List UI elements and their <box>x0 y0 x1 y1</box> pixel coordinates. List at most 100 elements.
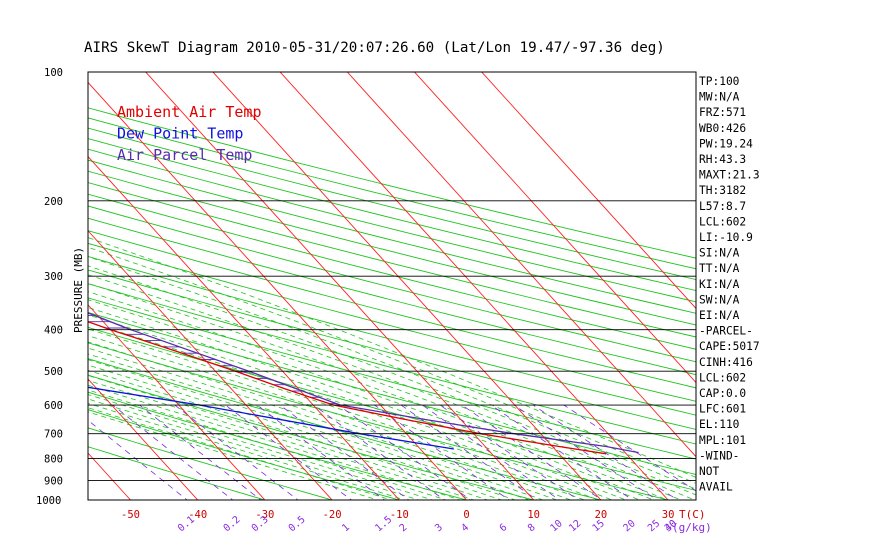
chart-title: AIRS SkewT Diagram 2010-05-31/20:07:26.6… <box>84 40 665 56</box>
index-entry: TT:N/A <box>699 262 740 275</box>
mixing-ratio-line <box>88 419 188 500</box>
mixing-ratio-line <box>112 404 234 500</box>
dry-adiabat <box>88 358 602 500</box>
dry-adiabat <box>88 427 333 500</box>
legend-entry: Ambient Air Temp <box>117 103 262 121</box>
mixing-ratio-line <box>532 404 679 500</box>
pressure-tick-label: 500 <box>44 366 63 378</box>
temp-tick-label: 20 <box>595 509 608 521</box>
temp-tick-label: 0 <box>463 509 469 521</box>
temp-tick-label: -10 <box>390 509 409 521</box>
dry-adiabat <box>88 311 696 475</box>
pressure-tick-label: 800 <box>44 454 63 466</box>
mixing-ratio-tick-label: 25 <box>646 518 662 534</box>
isotherm <box>88 230 333 500</box>
dry-adiabat <box>88 182 696 338</box>
index-entry: LCL:602 <box>699 371 746 384</box>
isotherm <box>88 304 266 500</box>
moist-adiabat <box>88 353 545 500</box>
index-entry: FRZ:571 <box>699 106 746 119</box>
moist-adiabat <box>88 237 696 478</box>
isotherm <box>481 72 696 310</box>
mixing-ratio-line <box>513 404 658 500</box>
pressure-tick-label: 900 <box>44 475 63 487</box>
mixing-ratio-tick-label: 0.2 <box>222 514 243 534</box>
index-entry: WB0:426 <box>699 122 746 135</box>
moist-adiabat <box>88 282 682 500</box>
dry-adiabat <box>88 138 696 292</box>
index-entry: L57:8.7 <box>699 200 746 213</box>
pressure-tick-label: 1000 <box>36 495 61 507</box>
dry-adiabat <box>88 297 696 460</box>
pressure-tick-label: 300 <box>44 271 63 283</box>
dry-adiabat <box>88 170 696 326</box>
moist-adiabat <box>88 335 586 500</box>
index-entry: TH:3182 <box>699 184 746 197</box>
dry-adiabat <box>88 255 696 416</box>
temp-tick-label: -40 <box>188 509 207 521</box>
moist-adiabat <box>88 364 517 500</box>
pressure-tick-label: 700 <box>44 429 63 441</box>
isotherm <box>88 155 400 500</box>
mixing-ratio-tick-label: 8 <box>526 522 538 534</box>
parcel-profile <box>88 312 639 454</box>
dry-adiabat <box>88 446 266 500</box>
moist-adiabat <box>88 380 476 500</box>
index-entry: MW:N/A <box>699 91 740 104</box>
isotherm <box>0 62 72 509</box>
moist-adiabat <box>88 256 696 490</box>
moist-adiabat <box>88 347 559 500</box>
moist-adiabat <box>88 402 407 500</box>
mixing-ratio-tick-label: 6 <box>498 522 510 534</box>
pressure-tick-label: 200 <box>44 196 63 208</box>
moist-adiabat <box>88 389 448 500</box>
isotherm <box>212 72 602 500</box>
temp-tick-label: 10 <box>527 509 540 521</box>
temp-tick-label: -50 <box>121 509 140 521</box>
moist-adiabat <box>88 375 489 500</box>
chart-legend: Ambient Air Temp Dew Point Temp Air Parcel… <box>117 103 262 164</box>
moist-adiabat <box>88 274 696 500</box>
moist-adiabat <box>88 359 531 500</box>
dry-adiabat <box>88 107 696 259</box>
index-entry: TP:100 <box>699 75 740 88</box>
dewpoint-profile <box>88 386 455 450</box>
dry-adiabat <box>88 242 696 402</box>
index-entry: LCL:602 <box>699 215 746 228</box>
mixing-ratio-line <box>313 404 446 500</box>
isotherm <box>88 81 468 500</box>
mixing-ratio-line <box>338 404 472 500</box>
dry-adiabat <box>88 193 696 350</box>
index-entry: CAPE:5017 <box>699 340 760 353</box>
index-entry: MAXT:21.3 <box>699 169 760 182</box>
index-entry: MPL:101 <box>699 434 746 447</box>
moist-adiabat <box>88 384 462 500</box>
mixing-ratio-unit-label: (g/kg) <box>672 521 712 534</box>
isotherm <box>413 72 696 384</box>
moist-adiabat <box>88 394 434 500</box>
dry-adiabat <box>88 230 696 389</box>
index-entry: -WIND- <box>699 449 739 462</box>
index-entry: PW:19.24 <box>699 137 753 150</box>
index-entry: SI:N/A <box>699 247 740 260</box>
mixing-ratio-tick-label: 0.5 <box>287 514 308 534</box>
index-entry: CINH:416 <box>699 356 753 369</box>
dry-adiabat <box>88 117 696 270</box>
moist-adiabat <box>88 407 393 500</box>
moist-adiabat <box>88 291 669 500</box>
moist-adiabat <box>88 328 600 500</box>
mixing-ratio-line <box>256 404 386 500</box>
mixing-ratio-tick-label: 20 <box>621 518 637 534</box>
index-entry: AVAIL <box>699 481 733 494</box>
index-entry: LI:-10.9 <box>699 231 753 244</box>
pressure-tick-label: 600 <box>44 400 63 412</box>
dry-adiabat <box>88 391 467 500</box>
dry-adiabat <box>88 374 534 500</box>
mixing-ratio-line <box>225 404 353 500</box>
temp-tick-label: 30 <box>662 509 675 521</box>
temp-tick-label: -30 <box>255 509 274 521</box>
index-entry: RH:43.3 <box>699 153 746 166</box>
mixing-ratio-tick-label: 4 <box>459 522 471 534</box>
stability-indices: TP:100 MW:N/A FRZ:571 WB0:426 PW:19.24 RH:43.… <box>699 75 760 494</box>
